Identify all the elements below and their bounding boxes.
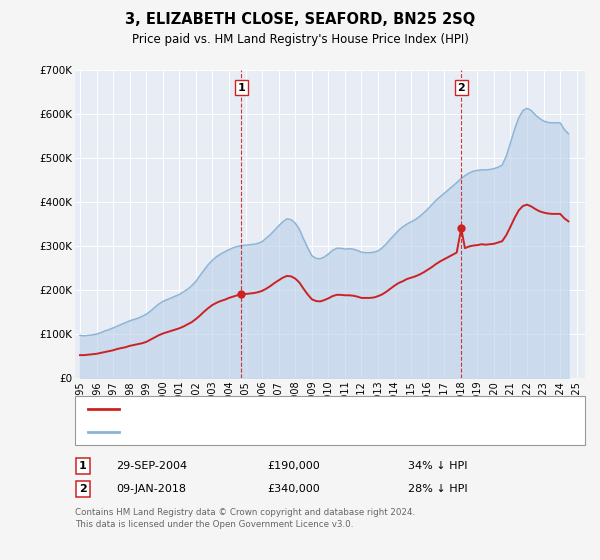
Text: 09-JAN-2018: 09-JAN-2018 (116, 484, 186, 494)
Text: 2: 2 (79, 484, 86, 494)
Text: 3, ELIZABETH CLOSE, SEAFORD, BN25 2SQ: 3, ELIZABETH CLOSE, SEAFORD, BN25 2SQ (125, 12, 475, 27)
Text: Contains HM Land Registry data © Crown copyright and database right 2024.: Contains HM Land Registry data © Crown c… (75, 508, 415, 517)
Text: 29-SEP-2004: 29-SEP-2004 (116, 461, 187, 471)
Text: 2: 2 (457, 82, 465, 92)
Text: 28% ↓ HPI: 28% ↓ HPI (408, 484, 467, 494)
Text: HPI: Average price, detached house, Lewes: HPI: Average price, detached house, Lewe… (125, 427, 350, 437)
Text: 1: 1 (79, 461, 86, 471)
Text: £190,000: £190,000 (267, 461, 320, 471)
Text: 3, ELIZABETH CLOSE, SEAFORD, BN25 2SQ (detached house): 3, ELIZABETH CLOSE, SEAFORD, BN25 2SQ (d… (125, 404, 443, 414)
Text: £340,000: £340,000 (267, 484, 320, 494)
Text: Price paid vs. HM Land Registry's House Price Index (HPI): Price paid vs. HM Land Registry's House … (131, 32, 469, 46)
Text: This data is licensed under the Open Government Licence v3.0.: This data is licensed under the Open Gov… (75, 520, 353, 529)
Text: 1: 1 (238, 82, 245, 92)
Text: 34% ↓ HPI: 34% ↓ HPI (408, 461, 467, 471)
